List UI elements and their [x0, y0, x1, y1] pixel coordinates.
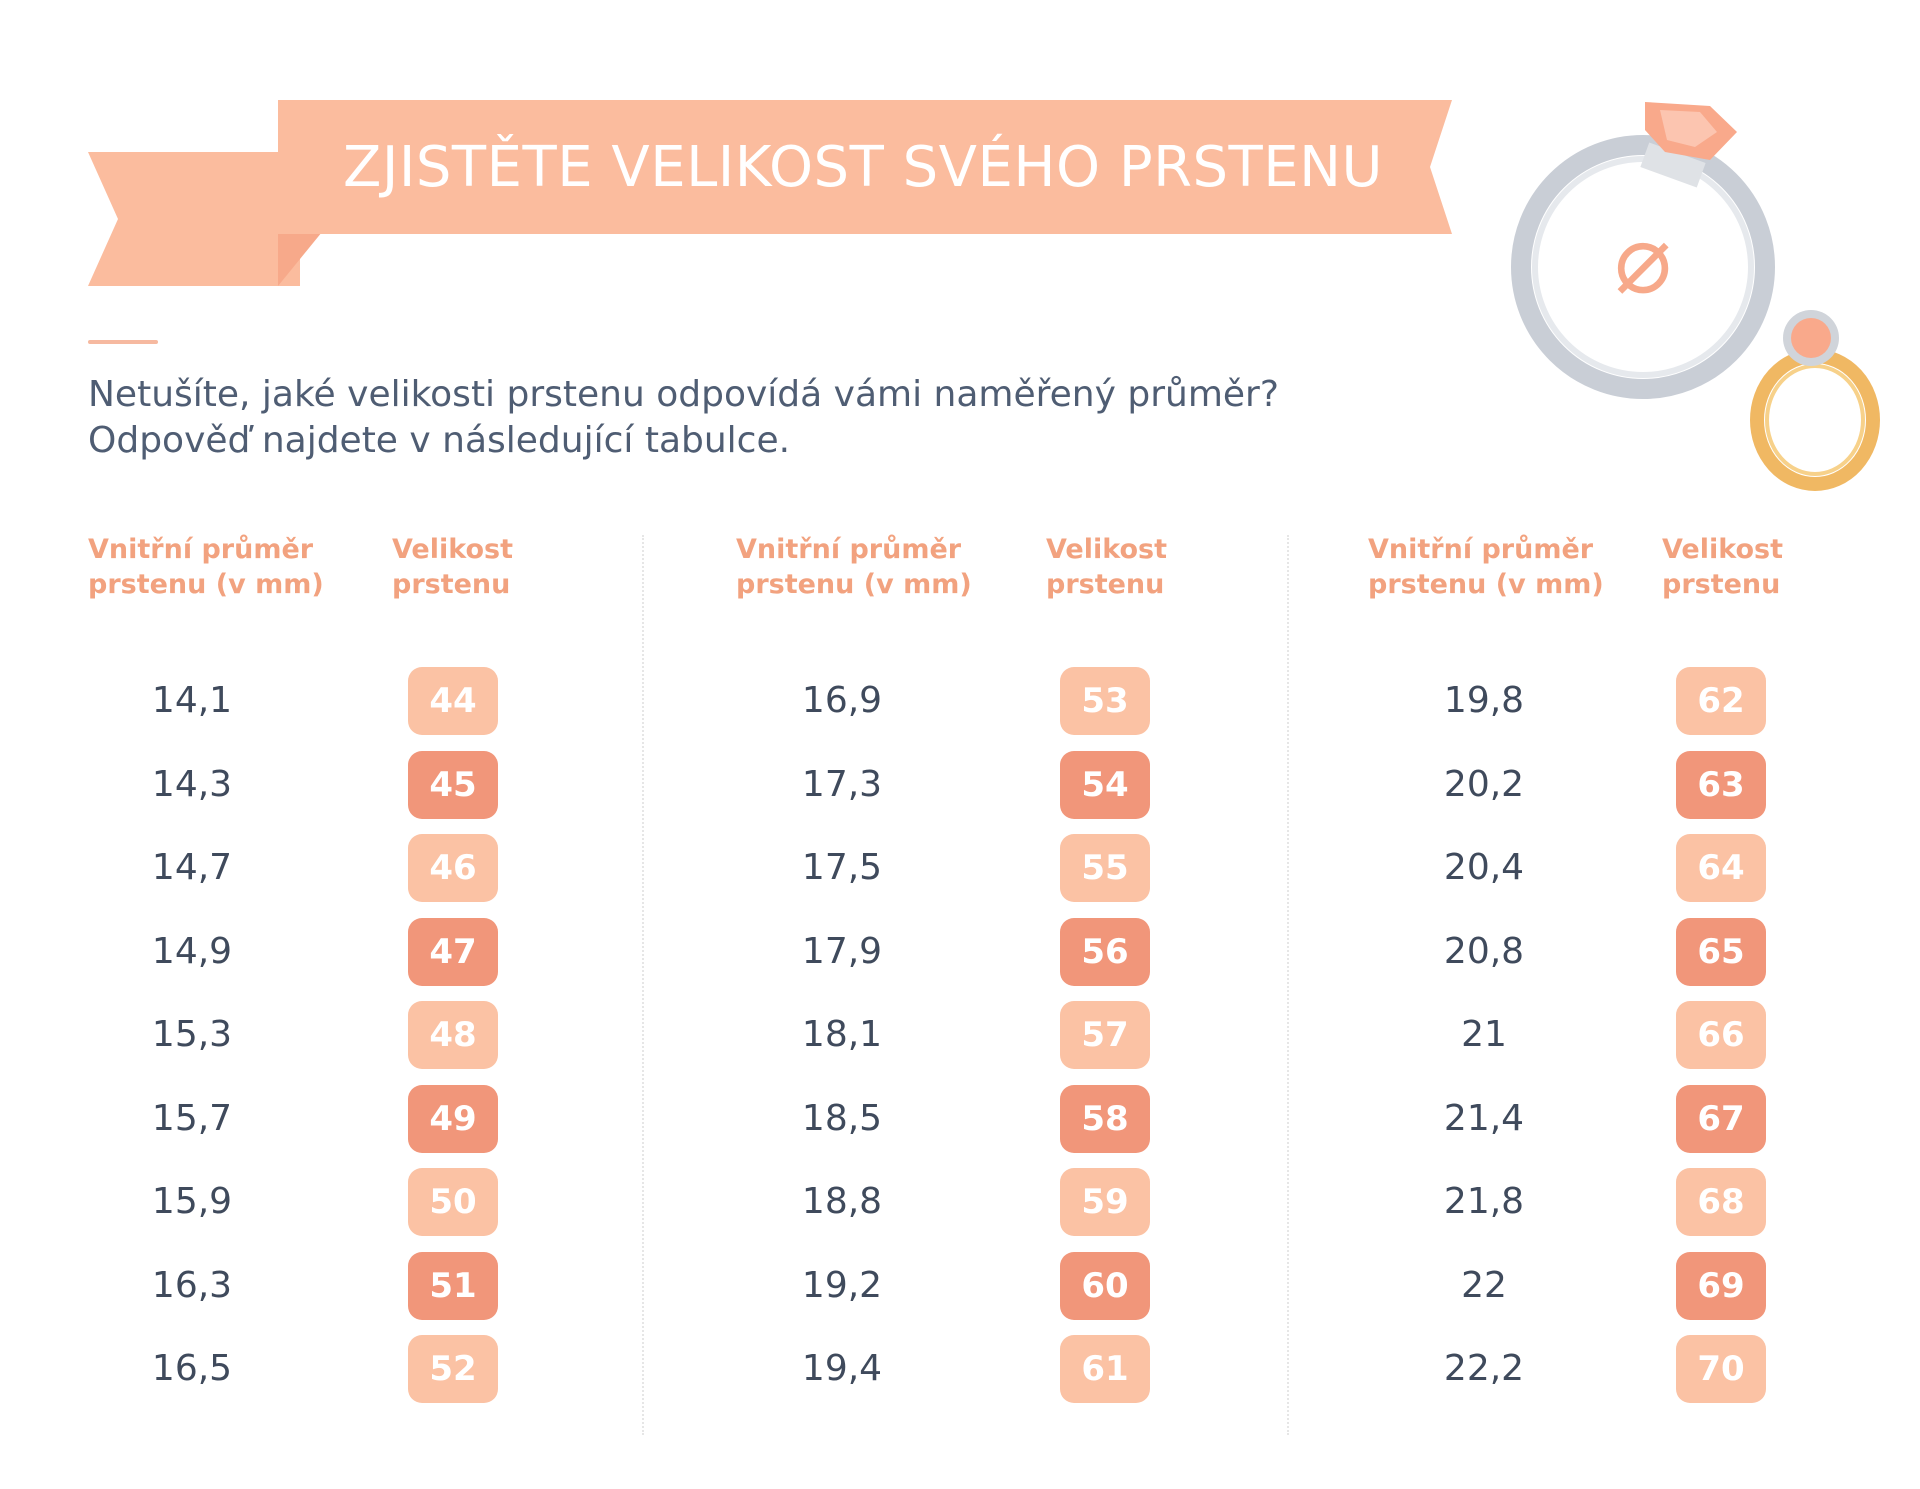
page-title: ZJISTĚTE VELIKOST SVÉHO PRSTENU — [342, 134, 1384, 200]
rings-illustration: ⌀ — [1511, 102, 1880, 491]
diameter-value: 19,8 — [1443, 680, 1525, 721]
size-badge: 47 — [408, 918, 498, 986]
diameter-value: 15,9 — [151, 1181, 233, 1222]
size-badge: 51 — [408, 1252, 498, 1320]
ribbon-fold — [278, 232, 322, 286]
diameter-value: 14,1 — [151, 680, 233, 721]
diameter-value: 15,3 — [151, 1014, 233, 1055]
column-divider — [642, 535, 644, 1435]
size-badge: 54 — [1060, 751, 1150, 819]
size-badge: 63 — [1676, 751, 1766, 819]
diameter-value: 22,2 — [1443, 1348, 1525, 1389]
diameter-value: 17,3 — [801, 764, 883, 805]
intro-text: Netušíte, jaké velikosti prstenu odpovíd… — [88, 372, 1388, 464]
size-badge: 56 — [1060, 918, 1150, 986]
size-header-1: Velikost prstenu — [392, 534, 513, 600]
diameter-value: 18,1 — [801, 1014, 883, 1055]
title-underline — [88, 340, 158, 344]
diameter-value: 14,7 — [151, 847, 233, 888]
size-badge: 58 — [1060, 1085, 1150, 1153]
diameter-value: 17,5 — [801, 847, 883, 888]
diameter-value: 16,9 — [801, 680, 883, 721]
diameter-value: 14,9 — [151, 931, 233, 972]
ribbon-tail — [88, 152, 300, 286]
diameter-value: 16,5 — [151, 1348, 233, 1389]
size-badge: 57 — [1060, 1001, 1150, 1069]
diameter-icon: ⌀ — [1614, 203, 1672, 315]
svg-text:⌀: ⌀ — [1614, 203, 1672, 315]
size-badge: 50 — [408, 1168, 498, 1236]
size-badge: 52 — [408, 1335, 498, 1403]
diameter-value: 20,8 — [1443, 931, 1525, 972]
size-badge: 55 — [1060, 834, 1150, 902]
size-header-3: Velikost prstenu — [1662, 534, 1783, 600]
size-badge: 62 — [1676, 667, 1766, 735]
diameter-value: 17,9 — [801, 931, 883, 972]
diameter-value: 19,2 — [801, 1265, 883, 1306]
diameter-header-1: Vnitřní průměr prstenu (v mm) — [88, 534, 324, 600]
size-badge: 68 — [1676, 1168, 1766, 1236]
diameter-value: 22 — [1461, 1265, 1507, 1306]
gold-ring-icon — [1750, 310, 1880, 491]
diameter-value: 21,8 — [1443, 1181, 1525, 1222]
diameter-value: 15,7 — [151, 1098, 233, 1139]
diameter-header-3: Vnitřní průměr prstenu (v mm) — [1368, 534, 1604, 600]
diameter-value: 18,5 — [801, 1098, 883, 1139]
size-badge: 60 — [1060, 1252, 1150, 1320]
diameter-value: 16,3 — [151, 1265, 233, 1306]
size-badge: 67 — [1676, 1085, 1766, 1153]
size-badge: 48 — [408, 1001, 498, 1069]
column-divider — [1287, 535, 1289, 1435]
intro-line-2: Odpověď najdete v následující tabulce. — [88, 420, 791, 461]
size-badge: 64 — [1676, 834, 1766, 902]
silver-ring-icon — [1511, 102, 1775, 399]
diameter-value: 20,4 — [1443, 847, 1525, 888]
size-badge: 69 — [1676, 1252, 1766, 1320]
diameter-value: 18,8 — [801, 1181, 883, 1222]
diameter-value: 19,4 — [801, 1348, 883, 1389]
diameter-header-2: Vnitřní průměr prstenu (v mm) — [736, 534, 972, 600]
diameter-value: 20,2 — [1443, 764, 1525, 805]
size-badge: 61 — [1060, 1335, 1150, 1403]
diameter-value: 21,4 — [1443, 1098, 1525, 1139]
diameter-value: 14,3 — [151, 764, 233, 805]
size-badge: 49 — [408, 1085, 498, 1153]
size-badge: 66 — [1676, 1001, 1766, 1069]
intro-line-1: Netušíte, jaké velikosti prstenu odpovíd… — [88, 374, 1279, 415]
size-badge: 53 — [1060, 667, 1150, 735]
size-badge: 44 — [408, 667, 498, 735]
diameter-value: 21 — [1461, 1014, 1507, 1055]
size-header-2: Velikost prstenu — [1046, 534, 1167, 600]
size-badge: 45 — [408, 751, 498, 819]
size-badge: 46 — [408, 834, 498, 902]
size-badge: 59 — [1060, 1168, 1150, 1236]
size-badge: 70 — [1676, 1335, 1766, 1403]
size-badge: 65 — [1676, 918, 1766, 986]
